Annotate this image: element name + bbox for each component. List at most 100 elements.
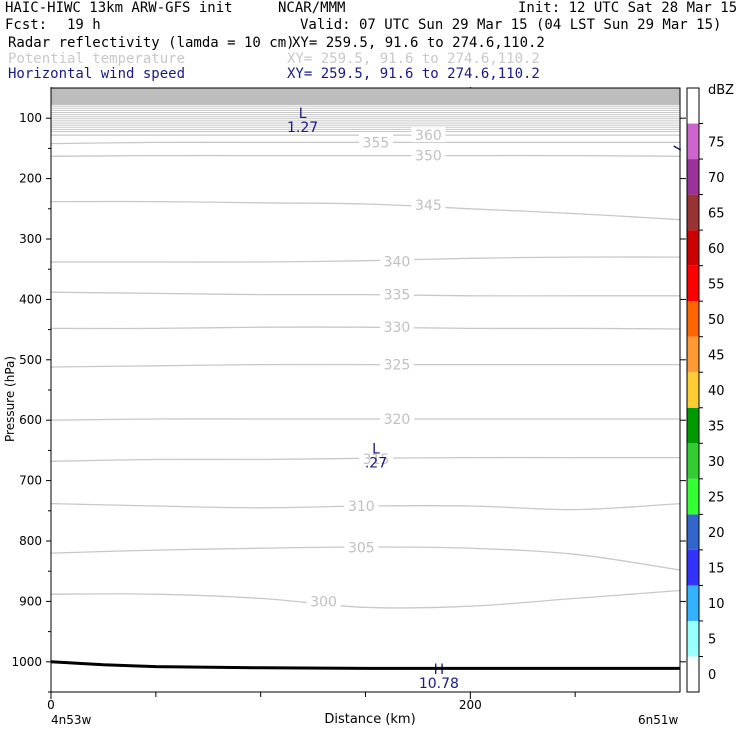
y-tick-label: 500 — [19, 353, 42, 367]
colorbar-swatch — [687, 656, 699, 692]
theta-label-bg — [306, 593, 341, 609]
field-reflectivity-name: Radar reflectivity (lamda = 10 cm) — [8, 35, 295, 51]
wind-extreme-value: .27 — [365, 455, 387, 471]
theta-contour-345 — [50, 200, 681, 221]
colorbar-label: 5 — [708, 633, 716, 648]
theta-label-bg — [358, 450, 393, 466]
theta-label: 325 — [384, 358, 411, 374]
dense-contour-band — [51, 88, 680, 105]
colorbar-frame — [686, 87, 700, 693]
colorbar-swatch — [687, 372, 699, 408]
theta-label-bg — [379, 253, 414, 269]
x-tick-label: 200 — [459, 698, 482, 712]
theta-label: 355 — [363, 135, 390, 151]
top-level-dense-contours — [51, 88, 680, 132]
theta-contour-330 — [50, 326, 681, 330]
field-reflectivity-xy: XY= 259.5, 91.6 to 274.6,110.2 — [292, 35, 545, 51]
colorbar-swatch — [687, 514, 699, 550]
theta-label-bg — [344, 497, 379, 513]
colorbar-swatch — [687, 194, 699, 231]
theta-label: 345 — [415, 198, 442, 214]
theta-label: 360 — [415, 128, 442, 144]
theta-contour-300 — [50, 589, 681, 609]
colorbar-swatch — [687, 265, 699, 302]
colorbar-label: 45 — [708, 348, 725, 363]
colorbar-label: 50 — [708, 313, 725, 328]
theta-label-bg — [379, 356, 414, 372]
colorbar: 0 5 10 15 20 25 30 35 40 45 50 55 60 65 70 75 dBZ — [686, 83, 734, 693]
y-tick-label: 100 — [19, 111, 42, 125]
theta-label-bg — [411, 147, 446, 163]
theta-label-bg — [411, 197, 446, 213]
model-title: HAIC-HIWC 13km ARW-GFS init — [5, 0, 233, 16]
org-label: NCAR/MMM — [278, 0, 346, 16]
y-tick-label: 600 — [19, 413, 42, 427]
colorbar-label: 10 — [708, 597, 725, 612]
theta-label: 330 — [384, 320, 411, 336]
y-tick-label: 400 — [19, 292, 42, 306]
wind-extreme-letter: L — [372, 441, 380, 457]
colorbar-label: 15 — [708, 562, 725, 577]
theta-label-bg — [411, 127, 446, 143]
field-wind-name: Horizontal wind speed — [8, 66, 186, 82]
y-tick-label: 700 — [19, 474, 42, 488]
colorbar-label: 75 — [708, 135, 725, 150]
colorbar-swatch — [687, 478, 699, 515]
theta-label-bg — [379, 410, 414, 426]
theta-contour-320 — [50, 418, 680, 421]
colorbar-label: 55 — [708, 277, 725, 292]
x-end-label-left: 4n53w — [51, 713, 92, 727]
wind-extreme-value: 10.78 — [419, 676, 459, 692]
valid-time: Valid: 07 UTC Sun 29 Mar 15 (04 LST Sun … — [300, 17, 722, 33]
wind-extreme-value: 1.27 — [287, 120, 318, 136]
colorbar-swatch — [687, 620, 699, 657]
theta-contour-labels: 360 355 350 345 340 335 330 325 320 315 310 305 300 — [306, 127, 446, 610]
colorbar-swatch — [687, 88, 699, 124]
colorbar-label: 30 — [708, 455, 725, 470]
theta-label-bg — [379, 319, 414, 335]
colorbar-label: 40 — [708, 384, 725, 399]
colorbar-swatch — [687, 549, 699, 586]
terrain-profile — [50, 660, 680, 670]
theta-label: 300 — [310, 594, 337, 610]
colorbar-label: 35 — [708, 420, 725, 435]
colorbar-swatch — [687, 159, 699, 195]
x-end-label-right: 6n51w — [638, 713, 679, 727]
theta-label: 320 — [384, 412, 411, 428]
theta-label-bg — [344, 539, 379, 555]
colorbar-swatch — [687, 123, 699, 160]
fcst-label: Fcst: — [5, 17, 48, 33]
field-wind-xy: XY= 259.5, 91.6 to 274.6,110.2 — [287, 66, 540, 82]
colorbar-label: 20 — [708, 526, 725, 541]
field-theta-xy: XY= 259.5, 91.6 to 274.6,110.2 — [287, 51, 540, 67]
field-theta-name: Potential temperature — [8, 51, 186, 67]
init-time: Init: 12 UTC Sat 28 Mar 15 — [518, 0, 738, 16]
colorbar-unit: dBZ — [708, 83, 734, 98]
theta-label: 310 — [348, 499, 375, 515]
theta-label: 305 — [348, 541, 375, 557]
theta-label-bg — [379, 286, 414, 302]
colorbar-label: 65 — [708, 206, 725, 221]
theta-label: 315 — [363, 452, 390, 468]
theta-contour-340 — [51, 256, 681, 263]
colorbar-label: 0 — [708, 668, 716, 683]
theta-label: 350 — [415, 149, 442, 165]
fcst-value: 19 h — [67, 17, 101, 33]
y-tick-label: 200 — [19, 172, 42, 186]
theta-label-bg — [358, 134, 393, 150]
colorbar-swatch — [687, 336, 699, 373]
x-tick-label: 0 — [47, 698, 55, 712]
y-tick-label: 800 — [19, 534, 42, 548]
wind-extreme-letter: L — [299, 106, 307, 122]
theta-contour-325 — [50, 363, 680, 368]
y-tick-label: 300 — [19, 232, 42, 246]
colorbar-swatch — [687, 443, 699, 479]
colorbar-swatch — [687, 407, 699, 444]
y-tick-label: 1000 — [11, 655, 42, 669]
colorbar-swatch — [687, 301, 699, 337]
theta-label: 340 — [384, 254, 411, 270]
theta-contour-335 — [50, 291, 680, 297]
x-axis: 0 200 — [47, 87, 576, 712]
colorbar-label: 60 — [708, 242, 725, 257]
y-tick-label: 900 — [19, 594, 42, 608]
